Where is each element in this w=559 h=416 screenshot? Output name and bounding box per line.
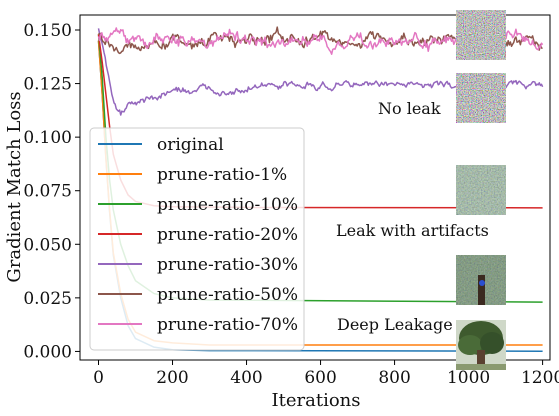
y-tick-label: 0.050	[23, 235, 72, 255]
reconstruction-image-noise-1	[456, 10, 506, 60]
reconstruction-image-tree	[456, 320, 506, 370]
x-tick-label: 1200	[521, 368, 559, 388]
y-tick-label: 0.000	[23, 342, 72, 362]
y-tick-label: 0.125	[23, 75, 72, 95]
annotation-deep-leakage: Deep Leakage	[337, 315, 453, 334]
x-tick-label: 600	[304, 368, 336, 388]
x-tick-label: 800	[378, 368, 410, 388]
y-tick-label: 0.150	[23, 21, 72, 41]
y-axis-title: Gradient Match Loss	[4, 91, 25, 282]
plot-frame	[79, 14, 551, 361]
y-tick-label: 0.025	[23, 289, 72, 309]
x-tick-label: 400	[230, 368, 262, 388]
legend-box	[89, 127, 305, 351]
legend-label-prune-ratio-50-: prune-ratio-50%	[157, 285, 298, 305]
y-tick-label: 0.100	[23, 128, 72, 148]
legend-label-original: original	[157, 135, 224, 155]
x-tick-label: 0	[93, 368, 104, 388]
x-tick-label: 1000	[447, 368, 490, 388]
legend-label-prune-ratio-20-: prune-ratio-20%	[157, 225, 298, 245]
legend: original prune-ratio-1% prune-ratio-10% pru…	[89, 127, 305, 351]
legend-label-prune-ratio-1-: prune-ratio-1%	[157, 165, 287, 185]
x-axis-title: Iterations	[272, 390, 361, 411]
legend-label-prune-ratio-30-: prune-ratio-30%	[157, 255, 298, 275]
x-tick-label: 200	[156, 368, 188, 388]
reconstruction-image-artifacts	[456, 165, 506, 215]
y-tick-label: 0.075	[23, 182, 72, 202]
axis-ticks: 0 200 400 600 800 1000 1200 0.000 0.025 0.050 0.07…	[23, 21, 559, 388]
legend-label-prune-ratio-10-: prune-ratio-10%	[157, 195, 298, 215]
reconstruction-images	[456, 10, 506, 370]
reconstruction-image-noise-2	[456, 73, 506, 123]
annotation-leak-with-artifacts: Leak with artifacts	[336, 221, 489, 240]
legend-label-prune-ratio-70-: prune-ratio-70%	[157, 315, 298, 335]
annotation-no-leak: No leak	[378, 99, 441, 118]
reconstruction-image-tree-partial	[456, 255, 506, 305]
